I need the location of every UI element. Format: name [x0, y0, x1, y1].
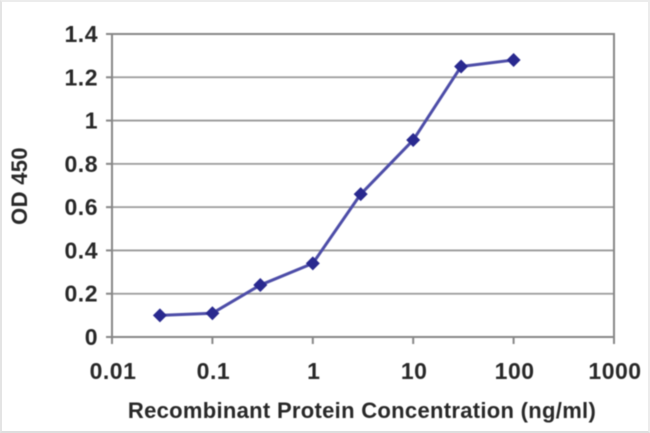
y-tick-label-1: 1	[85, 108, 98, 134]
x-tick-label-0.1: 0.1	[197, 358, 230, 384]
data-point-marker-0.1	[205, 306, 220, 321]
y-tick-label-1.2: 1.2	[65, 64, 98, 90]
data-point-marker-30	[454, 59, 469, 74]
y-axis-title: OD 450	[7, 147, 32, 225]
series-line	[158, 58, 516, 317]
x-tick-label-10: 10	[401, 358, 428, 384]
x-tick-label-100: 100	[495, 358, 535, 384]
data-point-marker-1	[305, 256, 320, 271]
data-point-marker-10	[406, 133, 421, 148]
y-tick-label-0.8: 0.8	[65, 151, 98, 177]
data-point-marker-0.03	[152, 308, 167, 323]
x-tick-label-1: 1	[307, 358, 320, 384]
y-tick-label-1.4: 1.4	[65, 21, 98, 47]
x-axis-title: Recombinant Protein Concentration (ng/ml…	[128, 398, 596, 423]
x-tick-label-1000: 1000	[588, 358, 641, 384]
data-point-marker-0.3	[253, 278, 268, 293]
plot-border	[111, 33, 615, 338]
plot-background	[112, 34, 614, 337]
x-tick-label-0.01: 0.01	[90, 358, 137, 384]
plot-area: 0 0.2 0.4 0.6 0.8 1 1.2 1.4 0.01 0.1 1 10 100 1000	[65, 21, 642, 384]
y-tick-label-0.6: 0.6	[65, 194, 98, 220]
data-point-marker-100	[506, 52, 521, 67]
data-point-marker-3	[353, 187, 368, 202]
y-tick-label-0.2: 0.2	[65, 281, 98, 307]
y-tick-label-0.4: 0.4	[65, 237, 98, 263]
y-tick-label-0: 0	[85, 324, 98, 350]
